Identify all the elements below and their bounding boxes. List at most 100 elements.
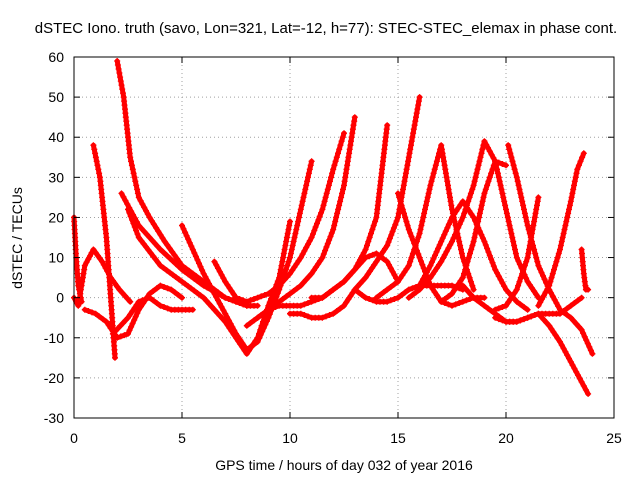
plus-marker (560, 309, 567, 316)
plus-marker (499, 317, 506, 324)
plus-marker (546, 282, 553, 289)
plus-marker (285, 258, 292, 265)
plus-marker (134, 231, 141, 237)
plus-marker (492, 266, 499, 273)
plus-marker (189, 306, 196, 313)
plus-marker (517, 301, 524, 308)
plus-marker (345, 154, 352, 161)
plus-marker (508, 154, 515, 161)
plus-marker (478, 231, 485, 238)
plus-marker (332, 158, 339, 165)
plus-marker (415, 102, 422, 109)
plus-marker (231, 327, 238, 334)
plus-marker (189, 246, 196, 253)
plus-marker (435, 245, 442, 252)
plus-marker (302, 186, 309, 193)
plus-marker (419, 283, 426, 290)
plus-marker (422, 280, 428, 287)
plus-marker (323, 313, 329, 320)
plus-marker (531, 288, 538, 295)
plus-marker (297, 206, 304, 213)
plus-marker (514, 178, 521, 185)
plus-marker (449, 238, 455, 245)
plus-marker (497, 182, 504, 189)
y-tick-label: 40 (48, 129, 64, 145)
plus-marker (433, 292, 440, 299)
plus-marker (202, 273, 209, 280)
plus-marker (554, 254, 561, 261)
plus-marker (571, 182, 577, 189)
series-markers (81, 282, 185, 341)
plus-marker (416, 286, 423, 293)
plus-marker (492, 314, 499, 321)
plus-marker (138, 303, 144, 310)
plus-marker (496, 178, 503, 185)
plus-marker (471, 178, 478, 185)
plus-marker (107, 325, 114, 332)
plus-marker (315, 217, 322, 223)
data-layer (71, 58, 596, 397)
plus-marker (444, 224, 451, 231)
plus-marker (278, 262, 285, 269)
plus-marker (161, 284, 167, 290)
plus-marker (520, 202, 527, 209)
plus-marker (391, 281, 398, 288)
plus-marker (224, 314, 230, 321)
plus-marker (290, 238, 297, 245)
plus-marker (121, 332, 128, 339)
plus-marker (484, 245, 491, 252)
plus-marker (384, 122, 391, 129)
plus-marker (413, 110, 420, 117)
plus-marker (215, 297, 221, 304)
plus-marker (301, 190, 308, 197)
plus-marker (150, 253, 157, 260)
plus-marker (382, 245, 388, 252)
plus-marker (76, 290, 83, 297)
plus-marker (515, 182, 522, 189)
plus-marker (566, 202, 573, 209)
series-line (492, 311, 591, 397)
plus-marker (503, 286, 509, 293)
plus-marker (546, 322, 553, 329)
plus-marker (494, 166, 500, 173)
plus-marker (433, 158, 440, 165)
plus-marker (117, 333, 124, 340)
plus-marker (199, 267, 206, 274)
plus-marker (140, 300, 147, 307)
plus-marker (118, 82, 125, 89)
plus-marker (433, 265, 440, 271)
plus-marker (319, 254, 326, 261)
plus-marker (505, 218, 512, 225)
plus-marker (161, 238, 168, 245)
plus-marker (175, 276, 182, 283)
plus-marker (266, 311, 273, 318)
plus-marker (359, 292, 365, 298)
plus-marker (254, 314, 261, 321)
plus-marker (414, 106, 421, 113)
plus-marker (553, 300, 560, 306)
plus-marker (144, 293, 151, 300)
plus-marker (526, 246, 532, 253)
plus-marker (119, 86, 126, 93)
plus-marker (254, 294, 261, 301)
plus-marker (132, 178, 139, 185)
plus-marker (194, 278, 201, 284)
plus-marker (473, 170, 480, 177)
plus-marker (532, 210, 539, 217)
plus-marker (402, 170, 409, 177)
plus-marker (438, 258, 445, 265)
plus-marker (512, 250, 519, 257)
plus-marker (218, 304, 225, 310)
plus-marker (405, 226, 412, 233)
plus-marker (452, 301, 459, 308)
plus-marker (163, 267, 170, 274)
plus-marker (155, 228, 162, 235)
plus-marker (100, 261, 107, 268)
plus-marker (387, 265, 394, 272)
x-tick-label: 5 (178, 430, 186, 446)
plus-marker (409, 250, 416, 257)
plus-marker (216, 300, 223, 307)
plus-marker (519, 198, 526, 205)
plus-marker (317, 257, 324, 264)
plus-marker (554, 335, 561, 342)
